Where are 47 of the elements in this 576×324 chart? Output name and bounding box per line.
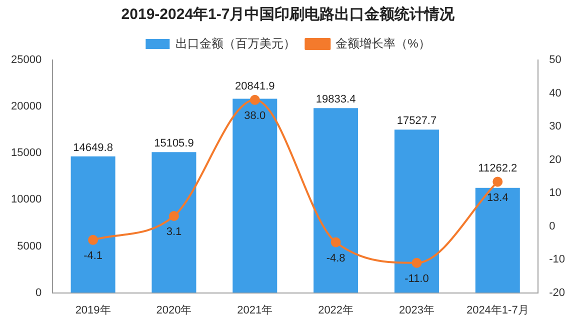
data-label: 3.1	[166, 226, 182, 238]
data-label: 14649.8	[73, 142, 113, 154]
bar	[152, 152, 196, 293]
point	[88, 234, 98, 245]
bar	[232, 98, 278, 293]
y-tick-label: 25000	[10, 54, 42, 66]
y2-tick-label: 20	[549, 154, 562, 166]
bar	[314, 108, 358, 293]
y2-tick-label: 30	[549, 120, 562, 133]
y2-tick-label: -10	[549, 254, 566, 266]
data-label: 13.4	[486, 192, 508, 204]
data-label: -11.0	[404, 272, 429, 285]
x-tick-label: 2022年	[318, 304, 354, 316]
data-label: 19833.4	[316, 94, 356, 106]
x-tick-label: 2020年	[156, 304, 192, 316]
data-label: 20841.9	[235, 80, 275, 92]
legend-label: 出口金额（百万美元）	[176, 36, 296, 50]
x-tick-label: 2024年1-7月	[466, 304, 529, 316]
data-label: 17527.7	[396, 115, 437, 128]
data-label: 38.0	[244, 110, 266, 122]
x-tick-label: 2019年	[75, 304, 111, 316]
x-tick-label: 2023年	[398, 304, 434, 316]
data-label: 11262.2	[478, 162, 518, 174]
bar	[475, 188, 520, 293]
y-tick-label: 0	[35, 286, 42, 299]
legend-label: 金额增长率（%）	[336, 36, 430, 50]
y-tick-label: 15000	[10, 147, 42, 160]
data-label: -4.8	[326, 252, 346, 264]
data-label: 15105.9	[154, 138, 194, 150]
point	[250, 94, 260, 105]
point	[330, 237, 341, 248]
y2-tick-label: 50	[549, 54, 562, 66]
point	[492, 176, 503, 187]
y2-tick-label: 0	[549, 220, 556, 232]
y-tick-label: 10000	[10, 194, 42, 206]
point	[168, 210, 179, 221]
y-tick-label: 5000	[17, 240, 42, 252]
x-tick-label: 2021年	[237, 304, 273, 316]
bar	[394, 130, 439, 293]
chart-title: 2019-2024年1-7月中国印刷电路出口金额统计情况	[121, 5, 456, 24]
data-label: -4.1	[84, 250, 103, 262]
point	[412, 258, 422, 268]
bar	[70, 156, 116, 293]
y2-tick-label: 10	[549, 187, 562, 200]
y-tick-label: 20000	[10, 100, 42, 113]
y2-tick-label: -20	[549, 286, 566, 299]
y2-tick-label: 40	[549, 87, 562, 100]
